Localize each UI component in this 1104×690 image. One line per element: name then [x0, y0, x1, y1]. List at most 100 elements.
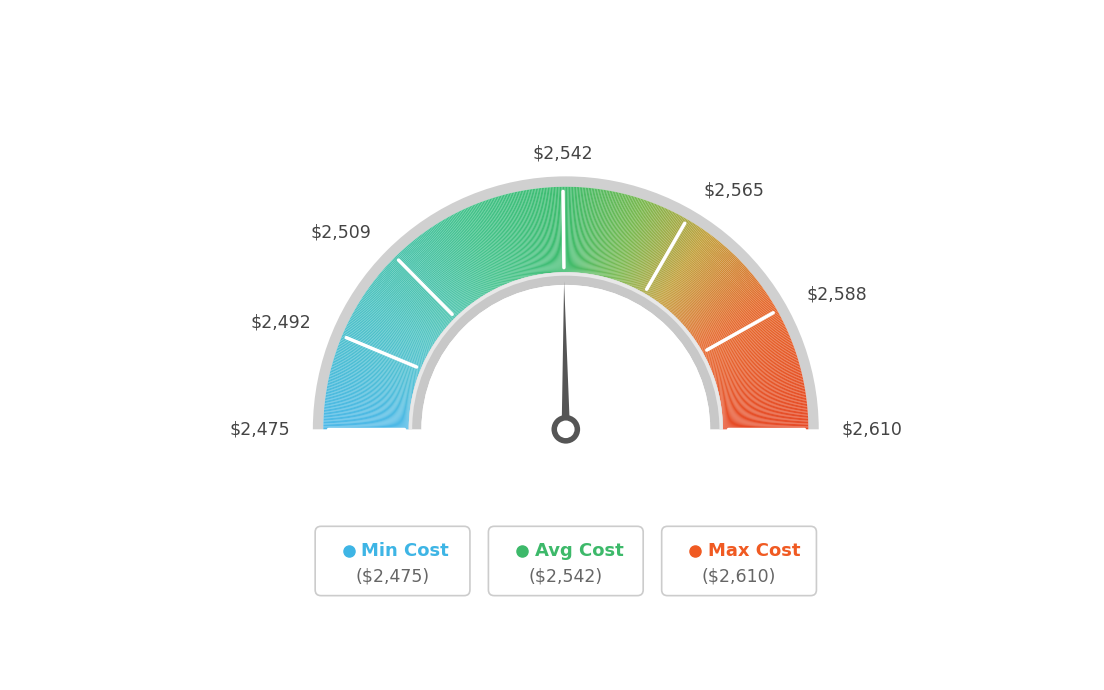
Wedge shape: [323, 428, 408, 429]
Wedge shape: [480, 201, 511, 282]
Wedge shape: [336, 350, 417, 379]
Wedge shape: [662, 239, 716, 306]
Wedge shape: [626, 205, 659, 284]
Wedge shape: [429, 228, 478, 299]
Wedge shape: [335, 355, 416, 382]
Wedge shape: [386, 266, 450, 324]
Wedge shape: [709, 329, 787, 365]
Wedge shape: [702, 308, 777, 352]
Wedge shape: [718, 366, 800, 389]
Wedge shape: [667, 244, 723, 310]
Wedge shape: [611, 197, 636, 279]
Wedge shape: [699, 301, 772, 347]
Wedge shape: [686, 273, 752, 328]
Wedge shape: [678, 259, 740, 319]
Wedge shape: [723, 419, 808, 424]
Wedge shape: [390, 261, 453, 321]
Wedge shape: [721, 388, 805, 404]
Wedge shape: [714, 351, 796, 380]
Wedge shape: [623, 204, 655, 284]
Wedge shape: [367, 290, 437, 340]
Wedge shape: [331, 364, 414, 388]
Wedge shape: [449, 216, 491, 292]
FancyBboxPatch shape: [661, 526, 817, 595]
Wedge shape: [414, 239, 468, 307]
Wedge shape: [614, 198, 640, 280]
Wedge shape: [453, 214, 493, 290]
Wedge shape: [576, 187, 584, 273]
Wedge shape: [367, 289, 437, 339]
Wedge shape: [493, 197, 520, 279]
Wedge shape: [376, 276, 444, 331]
Wedge shape: [720, 378, 803, 397]
Wedge shape: [656, 230, 705, 301]
Wedge shape: [551, 187, 556, 273]
Wedge shape: [597, 192, 616, 275]
Wedge shape: [721, 391, 806, 406]
Wedge shape: [703, 313, 779, 355]
Wedge shape: [682, 266, 746, 325]
Wedge shape: [605, 195, 627, 277]
Wedge shape: [413, 241, 467, 308]
Wedge shape: [328, 380, 412, 398]
Wedge shape: [396, 255, 457, 317]
Wedge shape: [615, 199, 644, 281]
Wedge shape: [651, 226, 700, 298]
Wedge shape: [427, 230, 477, 301]
Wedge shape: [323, 411, 410, 418]
Wedge shape: [608, 196, 634, 279]
Wedge shape: [722, 402, 807, 413]
Wedge shape: [601, 193, 622, 277]
Wedge shape: [323, 423, 408, 426]
Wedge shape: [555, 187, 560, 273]
Wedge shape: [388, 264, 452, 322]
Wedge shape: [365, 292, 436, 341]
Wedge shape: [347, 324, 425, 362]
Wedge shape: [403, 248, 461, 313]
Wedge shape: [485, 200, 514, 282]
Wedge shape: [690, 281, 758, 334]
Text: $2,509: $2,509: [311, 224, 372, 242]
Wedge shape: [439, 221, 485, 295]
Wedge shape: [371, 283, 440, 335]
Wedge shape: [511, 193, 531, 276]
Wedge shape: [723, 428, 808, 429]
Wedge shape: [712, 342, 793, 373]
Wedge shape: [553, 187, 559, 273]
Wedge shape: [323, 420, 408, 424]
Wedge shape: [474, 204, 507, 284]
Wedge shape: [668, 246, 725, 310]
Text: $2,565: $2,565: [704, 181, 765, 199]
Wedge shape: [672, 250, 731, 314]
Wedge shape: [323, 409, 410, 417]
Wedge shape: [590, 190, 604, 274]
Wedge shape: [405, 246, 463, 311]
Wedge shape: [468, 207, 503, 286]
Wedge shape: [329, 373, 413, 394]
Wedge shape: [534, 188, 546, 274]
Wedge shape: [710, 335, 789, 368]
Text: $2,492: $2,492: [251, 314, 311, 332]
Wedge shape: [325, 399, 410, 411]
Wedge shape: [659, 234, 711, 304]
Wedge shape: [560, 187, 563, 273]
Wedge shape: [373, 281, 442, 334]
Wedge shape: [433, 226, 481, 298]
Wedge shape: [360, 301, 433, 347]
Wedge shape: [456, 213, 496, 289]
Wedge shape: [657, 231, 708, 302]
Wedge shape: [697, 294, 768, 343]
Wedge shape: [722, 409, 808, 417]
Wedge shape: [452, 215, 492, 290]
Wedge shape: [343, 331, 423, 366]
Wedge shape: [636, 213, 676, 289]
Wedge shape: [700, 302, 773, 348]
Wedge shape: [638, 214, 679, 290]
Wedge shape: [604, 194, 626, 277]
Wedge shape: [527, 190, 541, 275]
Wedge shape: [541, 188, 551, 273]
Wedge shape: [339, 343, 420, 374]
Text: ($2,610): ($2,610): [702, 568, 776, 586]
Wedge shape: [516, 192, 534, 275]
Wedge shape: [592, 190, 607, 275]
